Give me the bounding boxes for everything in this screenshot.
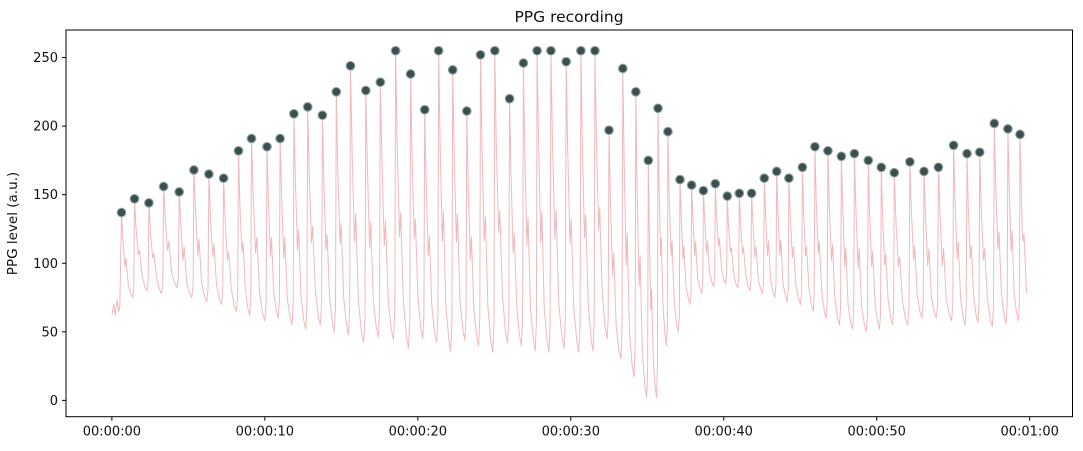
peak-marker [546,45,556,56]
peak-marker [797,162,808,173]
peak-marker [675,174,685,185]
chart-title: PPG recording [514,8,623,26]
peak-marker [419,104,430,115]
peak-marker [289,108,299,119]
x-tick-label: 00:01:00 [1000,425,1058,440]
peak-marker [630,86,641,97]
peak-marker [390,45,401,56]
y-tick-label: 250 [33,51,58,66]
peak-marker [275,133,285,144]
peak-marker [698,185,709,196]
peak-marker [974,147,985,158]
peak-marker [158,181,169,192]
peak-marker [116,207,127,218]
y-axis-label: PPG level (a.u.) [5,172,21,275]
peak-marker [1015,129,1025,140]
peak-marker [617,63,628,74]
peak-marker [204,169,214,179]
peak-marker [759,173,770,184]
chart-content: 00:00:00 00:00:10 00:00:20 00:00:30 00:00:40… [33,45,1059,440]
peak-marker [823,145,833,156]
y-tick-label: 200 [33,120,58,135]
peak-marker [784,173,794,184]
y-tick-label: 50 [41,325,58,340]
peak-marker [405,69,416,79]
peak-marker [836,151,847,162]
peak-marker [710,178,721,189]
x-tick-label: 00:00:20 [389,425,447,440]
peak-marker [653,103,663,114]
peak-marker [447,65,458,75]
ppg-signal-line [111,50,1028,399]
peak-marker [905,156,915,167]
peak-marker [962,148,972,159]
y-tick-label: 150 [33,188,58,203]
peak-marker [810,141,820,152]
peak-marker [461,106,472,116]
peak-marker [433,45,444,56]
peak-marker [604,125,614,136]
x-tick-label: 00:00:00 [83,425,141,440]
peak-marker [734,188,745,199]
peak-marker [876,162,887,173]
peak-marker [532,45,542,56]
x-tick-label: 00:00:50 [848,425,906,440]
peak-marker [475,49,486,60]
peak-marker [504,93,515,104]
x-tick-label: 00:00:30 [542,425,600,440]
peak-marker [561,56,572,67]
peak-marker [375,77,386,88]
peak-marker [919,166,929,177]
peak-marker [948,140,959,151]
peak-marker [643,155,654,166]
x-tick-label: 00:00:10 [236,425,294,440]
peak-marker [746,188,757,199]
x-tick-label: 00:00:40 [695,425,753,440]
peak-marker [489,45,500,56]
peak-marker [576,45,586,56]
peak-marker [233,145,244,156]
peak-marker [889,167,900,178]
peak-marker [518,58,529,68]
peak-marker [302,102,313,112]
peak-marker [262,141,272,152]
peak-marker [129,193,140,204]
y-tick-label: 100 [33,257,58,272]
peak-marker [218,173,229,184]
y-tick-label: 0 [50,394,58,409]
peak-marker [1003,124,1013,134]
axes-frame [65,29,1073,418]
peak-marker [345,60,356,71]
peak-marker [771,166,782,177]
peak-marker [246,133,257,144]
peak-marker [590,45,600,56]
peak-marker [722,191,733,201]
peak-marker [933,162,944,173]
peak-marker [663,126,673,137]
peak-marker [686,180,697,190]
peak-marker [360,85,371,96]
peak-marker [849,148,860,159]
peak-marker [317,110,328,121]
peak-marker [863,155,874,166]
peak-marker [144,198,154,208]
peak-marker [331,86,342,97]
peak-marker [174,187,185,197]
peak-marker [989,118,1000,129]
peak-marker [189,165,199,175]
